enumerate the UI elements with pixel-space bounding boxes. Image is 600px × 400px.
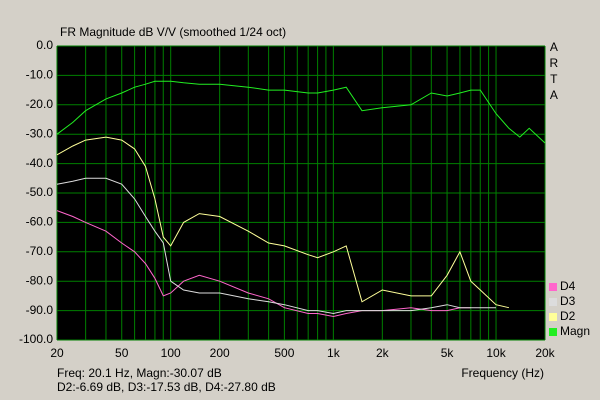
x-tick-label: 20 (50, 346, 64, 360)
series-line (56, 80, 546, 144)
x-tick-label: 5k (441, 346, 455, 360)
y-tick-label: -80.0 (26, 273, 54, 287)
legend-swatch (549, 298, 557, 306)
y-tick-label: -40.0 (26, 156, 54, 170)
x-tick-label: 50 (115, 346, 129, 360)
series-line (56, 136, 510, 309)
series-line (56, 177, 496, 315)
y-tick-label: -100.0 (19, 332, 53, 346)
y-tick-label: -70.0 (26, 244, 54, 258)
y-tick-label: 0.0 (36, 38, 53, 52)
x-tick-label: 200 (210, 346, 230, 360)
y-tick-label: -20.0 (26, 97, 54, 111)
x-axis-label: Frequency (Hz) (461, 366, 544, 380)
legend-label: D2 (560, 309, 576, 323)
legend-label: D4 (560, 279, 576, 293)
y-tick-label: -90.0 (26, 303, 54, 317)
y-tick-label: -30.0 (26, 126, 54, 140)
legend-label: Magn (560, 324, 590, 338)
legend-label: D3 (560, 294, 576, 308)
chart-title: FR Magnitude dB V/V (smoothed 1/24 oct) (60, 25, 286, 39)
x-tick-label: 1k (327, 346, 341, 360)
readout-line: Freq: 20.1 Hz, Magn:-30.07 dB (57, 366, 222, 380)
series-line (56, 210, 471, 318)
x-tick-label: 500 (274, 346, 294, 360)
readout-line: D2:-6.69 dB, D3:-17.53 dB, D4:-27.80 dB (57, 380, 276, 394)
y-tick-label: -50.0 (26, 185, 54, 199)
side-label: ARTA (547, 40, 561, 104)
x-tick-label: 10k (486, 346, 506, 360)
x-tick-label: 2k (376, 346, 390, 360)
y-tick-label: -10.0 (26, 68, 54, 82)
legend-swatch (549, 328, 557, 336)
legend-swatch (549, 283, 557, 291)
legend-swatch (549, 313, 557, 321)
x-tick-label: 100 (161, 346, 181, 360)
x-tick-label: 20k (535, 346, 555, 360)
y-tick-label: -60.0 (26, 215, 54, 229)
